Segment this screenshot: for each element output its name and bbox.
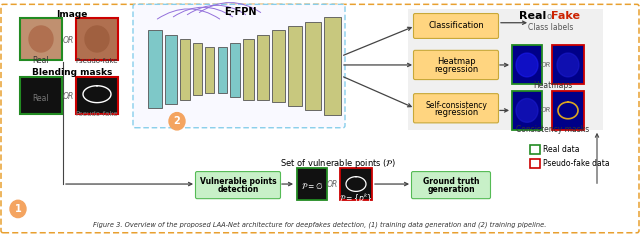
Text: Heatmaps: Heatmaps bbox=[533, 81, 573, 90]
Text: Class labels: Class labels bbox=[528, 23, 573, 32]
Text: Classification: Classification bbox=[428, 21, 484, 30]
Bar bbox=[148, 30, 162, 108]
Bar bbox=[305, 22, 321, 110]
Text: or: or bbox=[547, 12, 556, 21]
Circle shape bbox=[29, 26, 53, 52]
Text: OR: OR bbox=[326, 180, 338, 189]
Bar bbox=[218, 46, 227, 93]
Bar bbox=[230, 43, 240, 97]
FancyBboxPatch shape bbox=[133, 4, 345, 128]
Bar bbox=[20, 77, 62, 114]
Text: Vulnerable points: Vulnerable points bbox=[200, 177, 276, 186]
Text: Real: Real bbox=[33, 94, 49, 103]
Text: E-FPN: E-FPN bbox=[224, 7, 256, 17]
Circle shape bbox=[169, 113, 185, 130]
Text: OR: OR bbox=[62, 36, 74, 45]
Text: Pseudo-fake data: Pseudo-fake data bbox=[543, 159, 610, 168]
Bar bbox=[552, 46, 584, 84]
Text: Figure 3. Overview of the proposed LAA-Net architecture for deepfakes detection,: Figure 3. Overview of the proposed LAA-N… bbox=[93, 222, 547, 228]
Text: detection: detection bbox=[218, 185, 259, 194]
Text: $\mathcal{P} = \emptyset$: $\mathcal{P} = \emptyset$ bbox=[301, 181, 323, 191]
Text: Fake: Fake bbox=[550, 11, 579, 21]
Bar bbox=[272, 30, 285, 102]
Circle shape bbox=[85, 26, 109, 52]
Text: OR: OR bbox=[62, 92, 74, 101]
Text: $\mathcal{P} = \{p^k\}$: $\mathcal{P} = \{p^k\}$ bbox=[339, 192, 373, 206]
Text: OR: OR bbox=[541, 62, 551, 68]
Text: Blending masks: Blending masks bbox=[32, 68, 112, 77]
Bar bbox=[512, 91, 542, 130]
Text: Heatmap: Heatmap bbox=[436, 57, 476, 66]
Text: Real data: Real data bbox=[543, 145, 579, 154]
Text: Self-consistency: Self-consistency bbox=[425, 101, 487, 110]
Text: Consistency masks: Consistency masks bbox=[516, 125, 589, 135]
Bar bbox=[193, 43, 202, 95]
Bar bbox=[340, 168, 372, 200]
FancyBboxPatch shape bbox=[413, 50, 499, 80]
Circle shape bbox=[557, 53, 579, 77]
Text: regression: regression bbox=[434, 108, 478, 117]
Bar bbox=[243, 39, 254, 100]
Bar bbox=[257, 35, 269, 100]
Bar bbox=[297, 168, 327, 200]
Text: regression: regression bbox=[434, 65, 478, 74]
Bar bbox=[205, 46, 214, 93]
Bar bbox=[324, 17, 341, 115]
Bar bbox=[288, 26, 302, 106]
Bar bbox=[408, 9, 603, 130]
Text: Image: Image bbox=[56, 10, 88, 19]
Bar bbox=[20, 18, 62, 59]
Circle shape bbox=[516, 53, 538, 77]
Bar bbox=[530, 159, 540, 168]
Bar bbox=[76, 18, 118, 59]
Text: Pseudo-fake: Pseudo-fake bbox=[76, 111, 118, 117]
Text: Real: Real bbox=[33, 56, 49, 65]
FancyBboxPatch shape bbox=[412, 172, 490, 199]
Text: Pseudo-fake: Pseudo-fake bbox=[76, 58, 118, 64]
Bar bbox=[512, 46, 542, 84]
Text: OR: OR bbox=[541, 107, 551, 114]
FancyBboxPatch shape bbox=[195, 172, 280, 199]
Bar bbox=[165, 35, 177, 104]
Circle shape bbox=[516, 98, 538, 122]
FancyBboxPatch shape bbox=[413, 13, 499, 38]
Text: generation: generation bbox=[427, 185, 475, 194]
Text: Set of vulnerable points ($\mathcal{P}$): Set of vulnerable points ($\mathcal{P}$) bbox=[280, 157, 396, 170]
Bar bbox=[530, 145, 540, 154]
Bar bbox=[552, 91, 584, 130]
FancyBboxPatch shape bbox=[413, 94, 499, 123]
Bar bbox=[180, 39, 190, 100]
Text: Real: Real bbox=[520, 11, 547, 21]
Text: 1: 1 bbox=[15, 204, 21, 214]
Circle shape bbox=[10, 200, 26, 218]
Text: Ground truth: Ground truth bbox=[423, 177, 479, 186]
Bar bbox=[76, 77, 118, 114]
Text: 2: 2 bbox=[173, 116, 180, 126]
